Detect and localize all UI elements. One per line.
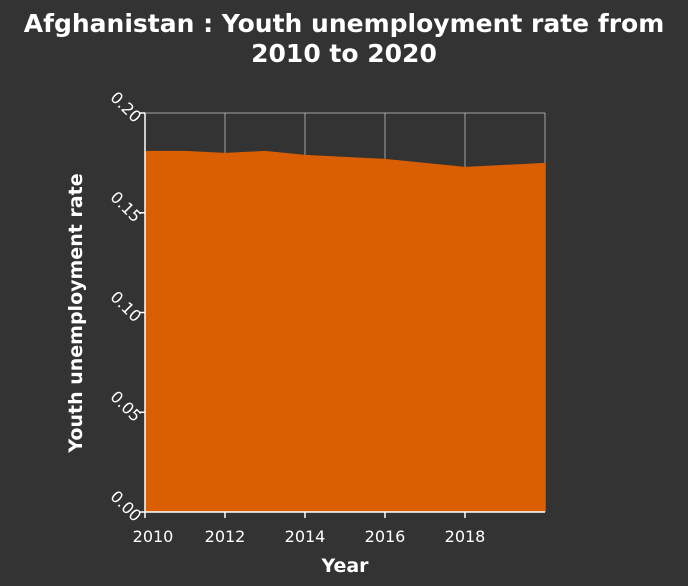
y-tick-label-3: 0.15: [107, 188, 146, 227]
y-tick-label-4: 0.20: [107, 88, 146, 127]
y-axis-label: Youth unemployment rate: [65, 173, 87, 453]
chart-title-line-1: Afghanistan : Youth unemployment rate fr…: [24, 9, 665, 38]
x-tick-label-0: 2010: [133, 527, 174, 546]
x-tick-label-2: 2014: [285, 527, 326, 546]
x-tick-label-1: 2012: [205, 527, 246, 546]
area-series: [145, 150, 545, 512]
x-tick-label-3: 2016: [365, 527, 406, 546]
y-axis-ticks: 0.00 0.05 0.10 0.15 0.20: [107, 88, 146, 526]
chart-title: Afghanistan : Youth unemployment rate fr…: [24, 9, 665, 68]
chart-title-line-2: 2010 to 2020: [251, 39, 437, 68]
x-axis-label: Year: [320, 555, 369, 577]
x-axis-ticks: 2010 2012 2014 2016 2018: [133, 512, 486, 546]
y-tick-label-1: 0.05: [107, 387, 146, 426]
x-tick-label-4: 2018: [445, 527, 486, 546]
y-tick-label-0: 0.00: [107, 487, 146, 526]
y-tick-label-2: 0.10: [107, 287, 146, 326]
